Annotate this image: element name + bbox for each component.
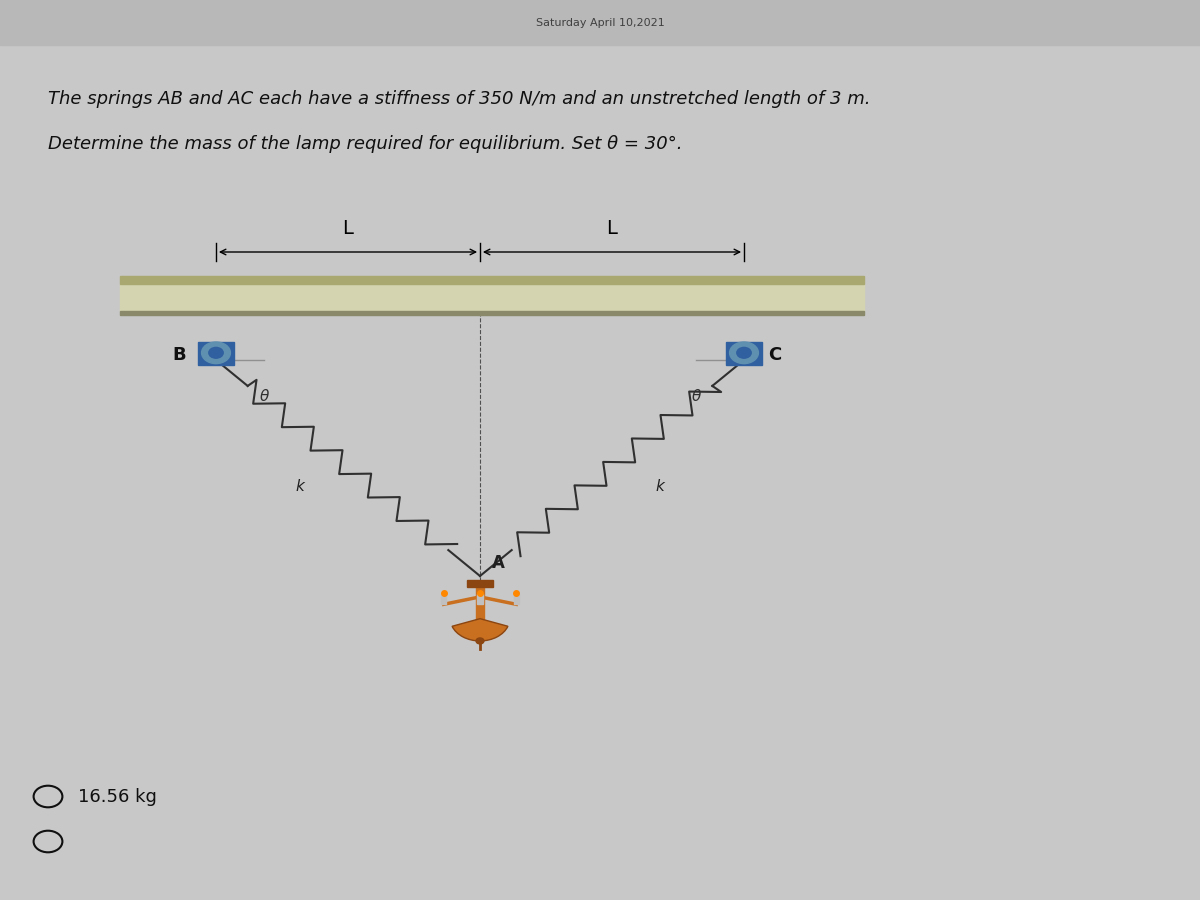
- Wedge shape: [452, 618, 508, 641]
- Text: L: L: [606, 220, 618, 238]
- Bar: [514, 594, 518, 604]
- Text: The springs AB and AC each have a stiffness of 350 N/m and an unstretched length: The springs AB and AC each have a stiffn…: [48, 90, 870, 108]
- Bar: [726, 342, 762, 364]
- Text: k: k: [295, 479, 305, 493]
- Text: Saturday April 10,2021: Saturday April 10,2021: [535, 17, 665, 28]
- Bar: [478, 594, 482, 604]
- Circle shape: [730, 342, 758, 364]
- Bar: [120, 276, 864, 284]
- Circle shape: [476, 638, 484, 644]
- Bar: [476, 585, 484, 625]
- Bar: [0, 0, 1200, 45]
- Circle shape: [202, 342, 230, 364]
- Text: Determine the mass of the lamp required for equilibrium. Set θ = 30°.: Determine the mass of the lamp required …: [48, 135, 683, 153]
- Bar: [198, 342, 234, 364]
- Text: k: k: [655, 479, 665, 493]
- Circle shape: [209, 347, 223, 358]
- Bar: [442, 594, 446, 604]
- Bar: [120, 310, 864, 315]
- Text: θ: θ: [259, 389, 269, 403]
- Bar: [467, 580, 493, 588]
- Text: 16.56 kg: 16.56 kg: [78, 788, 157, 806]
- Text: L: L: [342, 220, 354, 238]
- Text: B: B: [173, 346, 186, 364]
- Text: θ: θ: [691, 389, 701, 403]
- Text: C: C: [768, 346, 781, 364]
- Text: A: A: [492, 554, 505, 572]
- Bar: [120, 284, 864, 310]
- Circle shape: [737, 347, 751, 358]
